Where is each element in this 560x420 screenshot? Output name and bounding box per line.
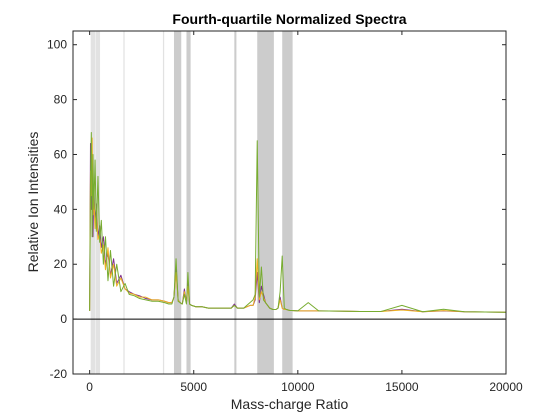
y-tick-label: -20 — [50, 367, 68, 381]
y-tick-label: 100 — [47, 38, 67, 52]
highlight-band-9 — [282, 31, 293, 374]
y-tick-label: 20 — [54, 257, 68, 271]
x-tick-label: 15000 — [385, 380, 419, 394]
highlight-band-8 — [257, 31, 274, 374]
axes-box — [72, 30, 507, 375]
highlight-band-5 — [173, 31, 182, 374]
x-tick-label: 10000 — [281, 380, 315, 394]
series-line-3 — [89, 132, 506, 313]
x-axis-title: Mass-charge Ratio — [231, 396, 349, 412]
highlight-band-3 — [123, 31, 125, 374]
y-tick-label: 0 — [60, 312, 67, 326]
highlight-band-4 — [162, 31, 165, 374]
y-tick-label: 40 — [54, 202, 68, 216]
y-axis-title: Relative Ion Intensities — [25, 132, 41, 273]
highlight-band-2 — [95, 31, 101, 374]
x-axis: 0 5000 10000 15000 20000 — [86, 31, 523, 394]
y-axis: -20 0 20 40 60 80 100 — [47, 38, 506, 381]
y-tick-label: 60 — [54, 147, 68, 161]
x-tick-label: 0 — [86, 380, 93, 394]
highlight-band-7 — [234, 31, 237, 374]
x-tick-label: 5000 — [180, 380, 207, 394]
y-tick-label: 80 — [54, 93, 68, 107]
x-tick-label: 20000 — [489, 380, 523, 394]
highlight-band-6 — [186, 31, 191, 374]
series-layer — [89, 132, 506, 313]
chart-title: Fourth-quartile Normalized Spectra — [172, 11, 406, 27]
